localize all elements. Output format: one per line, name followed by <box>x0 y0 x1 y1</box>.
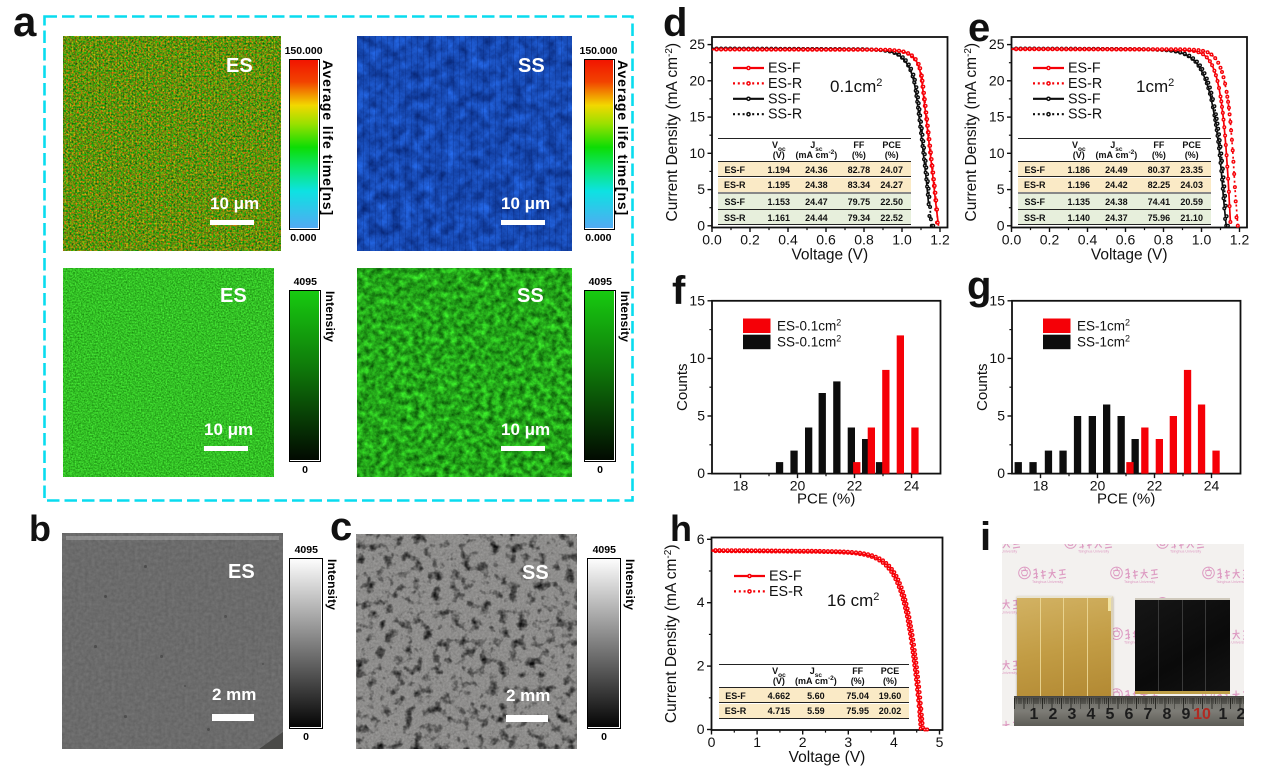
svg-text:SS-1cm2: SS-1cm2 <box>1077 334 1130 350</box>
svg-text:ES-R: ES-R <box>768 76 802 92</box>
svg-text:5: 5 <box>997 408 1005 424</box>
svg-text:0.4: 0.4 <box>778 232 798 248</box>
svg-text:ES-F: ES-F <box>769 569 802 585</box>
svg-text:15: 15 <box>989 109 1005 125</box>
svg-text:SS-R: SS-R <box>1068 107 1102 123</box>
svg-text:Current Density (mA cm-2): Current Density (mA cm-2) <box>664 43 682 222</box>
svg-text:ES-0.1cm2: ES-0.1cm2 <box>777 318 841 334</box>
svg-text:18: 18 <box>1033 478 1049 494</box>
svg-text:0.2: 0.2 <box>740 232 760 248</box>
svg-text:1.2: 1.2 <box>1230 232 1250 248</box>
svg-text:0.6: 0.6 <box>1116 232 1136 248</box>
svg-text:0: 0 <box>697 721 705 737</box>
svg-text:1cm2: 1cm2 <box>1136 77 1174 96</box>
svg-text:4: 4 <box>890 734 898 750</box>
svg-text:24: 24 <box>1204 478 1220 494</box>
svg-text:SS-F: SS-F <box>768 91 801 107</box>
svg-text:ES-R: ES-R <box>769 584 803 600</box>
svg-text:25: 25 <box>689 36 705 52</box>
svg-text:SS-R: SS-R <box>768 107 802 123</box>
svg-text:Current Density (mA cm-2): Current Density (mA cm-2) <box>963 43 981 222</box>
svg-text:15: 15 <box>989 292 1005 308</box>
svg-text:10: 10 <box>989 145 1005 161</box>
svg-text:SS-F: SS-F <box>1068 91 1101 107</box>
svg-text:20: 20 <box>790 478 806 494</box>
svg-text:20: 20 <box>989 72 1005 88</box>
svg-text:0: 0 <box>697 465 705 481</box>
svg-text:22: 22 <box>847 478 863 494</box>
svg-text:6: 6 <box>697 531 705 547</box>
svg-text:2: 2 <box>697 658 705 674</box>
svg-text:ES-R: ES-R <box>1068 76 1102 92</box>
svg-text:0.8: 0.8 <box>854 232 874 248</box>
svg-text:24: 24 <box>904 478 920 494</box>
svg-text:Current Density (mA cm-2): Current Density (mA cm-2) <box>663 545 681 724</box>
svg-text:ES-F: ES-F <box>768 61 801 77</box>
svg-text:10: 10 <box>989 350 1005 366</box>
svg-text:15: 15 <box>689 292 705 308</box>
svg-text:1.0: 1.0 <box>1192 232 1212 248</box>
svg-text:ES-1cm2: ES-1cm2 <box>1077 318 1130 334</box>
svg-text:0.0: 0.0 <box>1002 232 1022 248</box>
svg-text:0.4: 0.4 <box>1078 232 1098 248</box>
svg-text:0: 0 <box>708 734 716 750</box>
svg-text:Voltage (V): Voltage (V) <box>789 749 866 766</box>
svg-text:SS-0.1cm2: SS-0.1cm2 <box>777 334 841 350</box>
svg-text:Voltage (V): Voltage (V) <box>1091 247 1168 264</box>
svg-text:ES-F: ES-F <box>1068 61 1101 77</box>
svg-text:3: 3 <box>844 734 852 750</box>
svg-text:0.1cm2: 0.1cm2 <box>830 77 882 96</box>
svg-text:4: 4 <box>697 594 705 610</box>
svg-text:18: 18 <box>733 478 749 494</box>
svg-text:5: 5 <box>697 408 705 424</box>
svg-text:22: 22 <box>1147 478 1163 494</box>
svg-text:2: 2 <box>799 734 807 750</box>
svg-text:0.6: 0.6 <box>816 232 836 248</box>
svg-text:20: 20 <box>689 72 705 88</box>
svg-text:PCE (%): PCE (%) <box>797 491 855 508</box>
svg-text:10: 10 <box>689 145 705 161</box>
svg-text:1.0: 1.0 <box>892 232 912 248</box>
svg-text:1: 1 <box>753 734 761 750</box>
svg-text:0.0: 0.0 <box>702 232 722 248</box>
svg-text:0.2: 0.2 <box>1040 232 1060 248</box>
svg-text:Voltage (V): Voltage (V) <box>791 247 868 264</box>
svg-text:10: 10 <box>689 350 705 366</box>
svg-text:16 cm2: 16 cm2 <box>827 591 879 610</box>
svg-text:PCE (%): PCE (%) <box>1097 491 1155 508</box>
svg-text:15: 15 <box>689 109 705 125</box>
svg-text:0.8: 0.8 <box>1154 232 1174 248</box>
svg-text:1.2: 1.2 <box>930 232 950 248</box>
svg-text:25: 25 <box>989 36 1005 52</box>
svg-text:0: 0 <box>997 465 1005 481</box>
svg-text:5: 5 <box>936 734 944 750</box>
svg-text:Counts: Counts <box>974 363 991 411</box>
svg-text:Counts: Counts <box>674 363 691 411</box>
svg-text:20: 20 <box>1090 478 1106 494</box>
